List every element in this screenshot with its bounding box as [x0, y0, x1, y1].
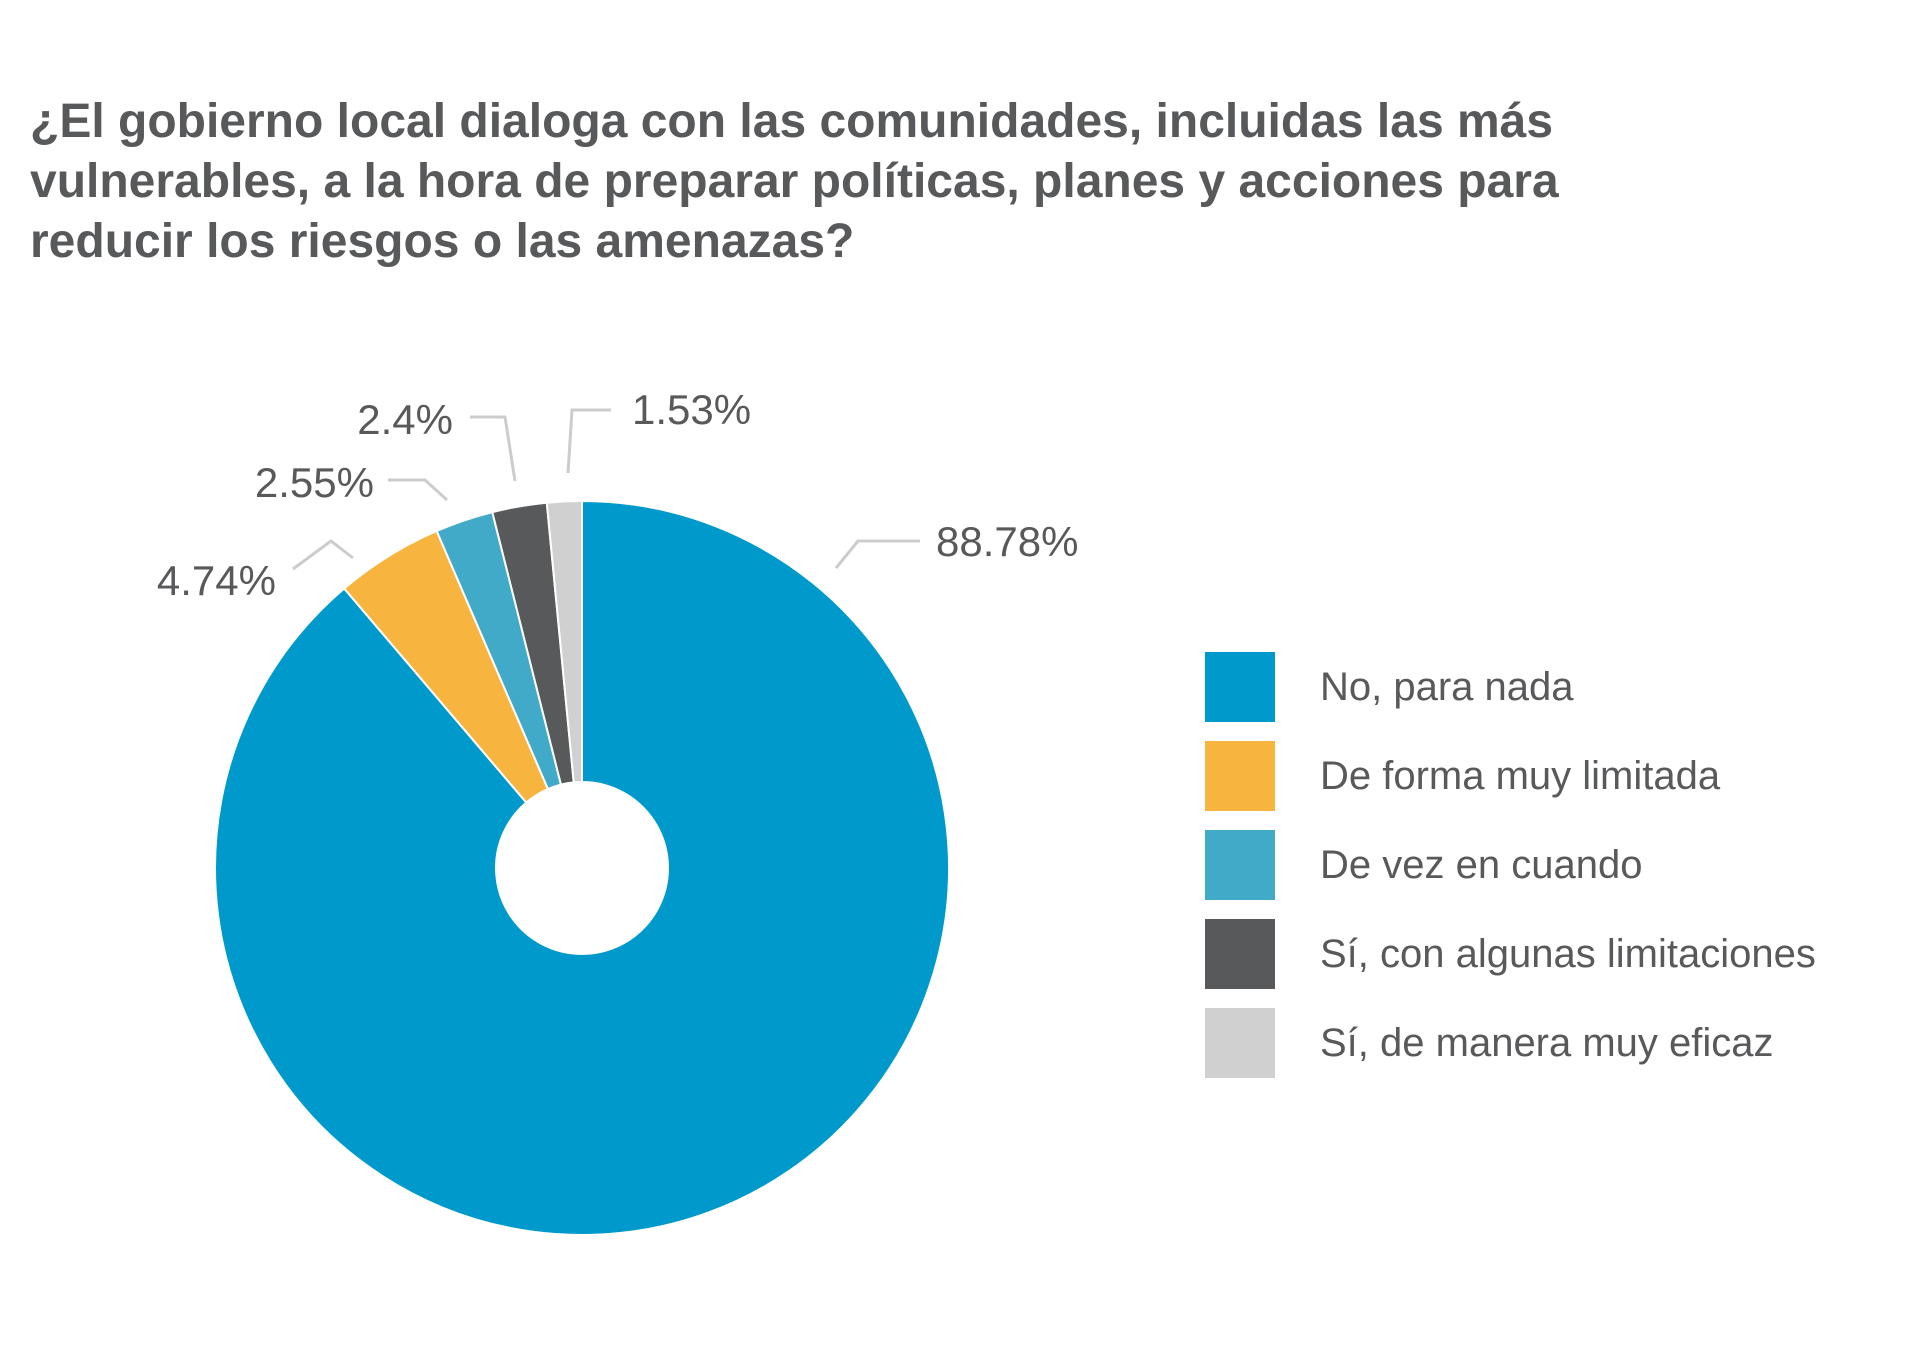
data-label-4: 2.4%: [357, 396, 453, 443]
data-labels: 88.78% 4.74% 2.55% 2.4% 1.53%: [157, 386, 1079, 604]
legend-swatch: [1205, 652, 1275, 722]
leader-line-1: [834, 539, 920, 569]
slice-5: [545, 499, 583, 784]
legend-label: De vez en cuando: [1320, 843, 1643, 887]
leader-line-2: [292, 539, 354, 571]
legend-swatch: [1205, 919, 1275, 989]
legend-swatch: [1205, 741, 1275, 811]
legend-label: No, para nada: [1320, 665, 1574, 709]
chart-title-line-1: ¿El gobierno local dialoga con las comun…: [30, 95, 1554, 148]
legend-swatch: [1205, 1008, 1275, 1078]
legend-label: De forma muy limitada: [1320, 754, 1721, 798]
data-label-3: 2.55%: [255, 459, 374, 506]
leader-line-4: [470, 415, 517, 482]
data-label-5: 1.53%: [632, 386, 751, 433]
chart-title-line-3: reducir los riesgos o las amenazas?: [30, 215, 855, 268]
legend-swatch: [1205, 830, 1275, 900]
slice-1: [214, 499, 950, 1236]
data-label-2: 4.74%: [157, 557, 276, 604]
pie-slices: [214, 499, 950, 1236]
chart-title: ¿El gobierno local dialoga con las comun…: [30, 92, 1830, 272]
leader-line-5: [566, 408, 611, 474]
leader-lines: [292, 408, 920, 571]
legend-label: Sí, de manera muy eficaz: [1320, 1021, 1774, 1065]
data-label-1: 88.78%: [936, 518, 1078, 565]
legend-label: Sí, con algunas limitaciones: [1320, 932, 1816, 976]
chart-title-line-2: vulnerables, a la hora de preparar polít…: [30, 155, 1559, 208]
leader-line-3: [388, 478, 449, 502]
